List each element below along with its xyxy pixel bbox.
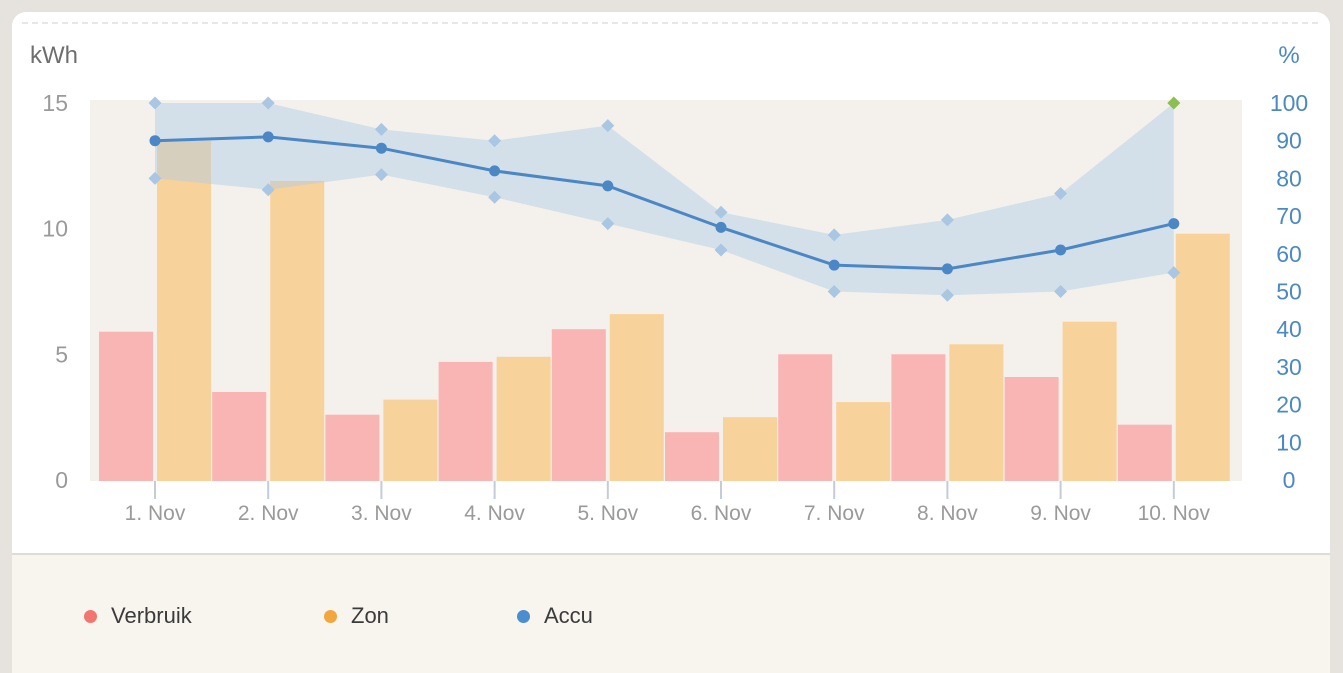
bar-verbruik[interactable] <box>99 331 153 481</box>
accu-min-marker-icon[interactable] <box>261 183 275 197</box>
accu-min-marker-icon[interactable] <box>827 285 841 298</box>
bar-verbruik[interactable] <box>212 392 267 481</box>
accu-max-full-marker-icon[interactable] <box>1167 96 1181 110</box>
left-axis-tick-label: 15 <box>42 90 68 116</box>
right-axis-tick-label: 50 <box>1276 279 1302 305</box>
chart-card: kWh % 1. Nov 2. Nov 3. Nov 4. Nov 5. Nov 6. N… <box>12 12 1330 553</box>
accu-min-marker-icon[interactable] <box>1167 266 1181 280</box>
bar-verbruik[interactable] <box>891 354 946 481</box>
x-axis-label: 6. Nov <box>691 502 752 525</box>
accu-range-band <box>155 103 1174 296</box>
x-axis-label: 4. Nov <box>464 502 525 525</box>
x-axis-label: 8. Nov <box>917 502 978 525</box>
accu-point[interactable] <box>828 259 840 271</box>
accu-point[interactable] <box>1168 218 1180 230</box>
x-axis-label: 7. Nov <box>804 502 865 525</box>
accu-point[interactable] <box>715 221 727 233</box>
accu-point[interactable] <box>489 165 501 177</box>
right-axis-tick-label: 60 <box>1276 241 1302 267</box>
right-axis-title: % <box>1278 42 1300 69</box>
legend-label-zon: Zon <box>351 603 389 628</box>
x-axis-label: 2. Nov <box>238 502 299 525</box>
bar-verbruik[interactable] <box>1117 424 1172 481</box>
left-axis-tick-label: 5 <box>55 341 68 367</box>
zon-dot-icon <box>324 609 337 623</box>
bar-verbruik[interactable] <box>778 354 833 481</box>
x-axis-label: 9. Nov <box>1030 502 1091 525</box>
accu-max-marker-icon[interactable] <box>601 119 615 133</box>
accu-min-marker-icon[interactable] <box>374 168 388 182</box>
accu-max-marker-icon[interactable] <box>261 96 275 110</box>
energy-chart: 1. Nov 2. Nov 3. Nov 4. Nov 5. Nov 6. Nov 7. N… <box>42 90 1308 525</box>
bar-verbruik[interactable] <box>665 432 719 481</box>
right-axis-tick-label: 100 <box>1270 90 1308 116</box>
right-axis-tick-label: 20 <box>1276 392 1302 418</box>
x-axis-label: 5. Nov <box>577 502 638 525</box>
left-axis-tick-label: 10 <box>42 216 68 242</box>
bar-zon[interactable] <box>836 402 891 481</box>
accu-min-marker-icon[interactable] <box>148 171 162 185</box>
accu-dot-icon <box>517 609 530 623</box>
legend-item-zon[interactable]: Zon <box>324 603 389 629</box>
bar-zon[interactable] <box>157 140 211 481</box>
accu-line <box>154 135 1175 271</box>
bar-zon[interactable] <box>609 314 664 481</box>
accu-min-marker-icon[interactable] <box>488 190 502 204</box>
left-axis-tick-label: 0 <box>55 467 68 493</box>
accu-min-marker-icon[interactable] <box>714 243 728 257</box>
x-axis-label: 10. Nov <box>1138 502 1211 525</box>
bar-verbruik[interactable] <box>438 361 493 481</box>
verbruik-dot-icon <box>84 609 97 623</box>
x-axis-label: 3. Nov <box>351 502 412 525</box>
right-axis-tick-label: 80 <box>1276 165 1302 191</box>
right-axis-tick-label: 70 <box>1276 203 1302 229</box>
right-axis-tick-label: 10 <box>1276 429 1302 455</box>
card-top-dashed-divider <box>22 22 1318 24</box>
bar-verbruik[interactable] <box>551 329 606 481</box>
accu-min-marker-icon[interactable] <box>601 217 615 231</box>
x-axis-label: 1. Nov <box>125 502 186 525</box>
bar-zon[interactable] <box>270 180 325 481</box>
bar-zon[interactable] <box>949 344 1004 481</box>
bar-zon[interactable] <box>1175 233 1230 481</box>
right-axis-tick-label: 30 <box>1276 354 1302 380</box>
accu-min-marker-icon[interactable] <box>940 288 954 302</box>
bar-verbruik[interactable] <box>325 414 380 481</box>
accu-max-marker-icon[interactable] <box>827 228 841 242</box>
legend-label-accu: Accu <box>544 603 593 628</box>
bar-zon[interactable] <box>383 399 438 481</box>
accu-max-marker-icon[interactable] <box>148 96 162 110</box>
accu-point[interactable] <box>375 142 387 154</box>
accu-max-marker-icon[interactable] <box>374 122 388 136</box>
accu-point[interactable] <box>149 135 161 147</box>
chart-legend: Verbruik Zon Accu <box>12 553 1330 673</box>
accu-point[interactable] <box>602 180 614 192</box>
accu-point[interactable] <box>941 263 953 275</box>
left-axis-title: kWh <box>30 42 78 69</box>
accu-point[interactable] <box>1055 244 1067 256</box>
accu-max-marker-icon[interactable] <box>1054 187 1068 200</box>
accu-min-marker-icon[interactable] <box>1054 285 1068 298</box>
accu-point[interactable] <box>262 131 274 143</box>
right-axis-tick-label: 90 <box>1276 128 1302 154</box>
bar-verbruik[interactable] <box>1004 377 1059 481</box>
legend-item-verbruik[interactable]: Verbruik <box>84 603 192 629</box>
legend-item-accu[interactable]: Accu <box>517 603 593 629</box>
legend-label-verbruik: Verbruik <box>111 603 192 628</box>
bar-zon[interactable] <box>723 417 777 481</box>
accu-max-marker-icon[interactable] <box>488 134 502 148</box>
right-axis-tick-label: 0 <box>1283 467 1296 493</box>
accu-max-marker-icon[interactable] <box>714 205 728 219</box>
right-axis-tick-label: 40 <box>1276 316 1302 342</box>
bar-zon[interactable] <box>1062 321 1117 481</box>
bar-zon[interactable] <box>496 356 551 481</box>
accu-max-marker-icon[interactable] <box>940 213 954 227</box>
